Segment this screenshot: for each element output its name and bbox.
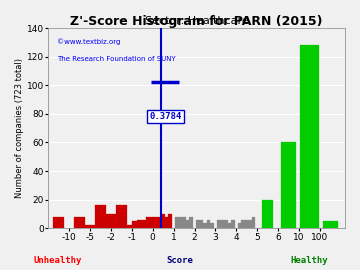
Bar — [300, 45, 319, 228]
Bar — [168, 214, 172, 228]
Text: Sector: Healthcare: Sector: Healthcare — [145, 16, 248, 26]
Text: Healthy: Healthy — [291, 256, 328, 265]
Bar — [182, 217, 186, 228]
Bar — [281, 143, 296, 228]
Bar — [53, 217, 64, 228]
Bar — [179, 217, 182, 228]
Y-axis label: Number of companies (723 total): Number of companies (723 total) — [15, 58, 24, 198]
Bar — [238, 222, 242, 228]
Bar — [242, 220, 245, 228]
Text: Unhealthy: Unhealthy — [33, 256, 82, 265]
Title: Z'-Score Histogram for PARN (2015): Z'-Score Histogram for PARN (2015) — [70, 15, 323, 28]
Bar — [111, 214, 118, 228]
Bar — [207, 220, 210, 228]
Bar — [196, 220, 200, 228]
Bar — [146, 217, 153, 228]
Bar — [83, 225, 90, 228]
Text: The Research Foundation of SUNY: The Research Foundation of SUNY — [57, 56, 176, 62]
Bar — [228, 222, 231, 228]
Text: ©www.textbiz.org: ©www.textbiz.org — [57, 38, 121, 45]
Bar — [323, 221, 338, 228]
Bar — [137, 220, 148, 228]
Bar — [158, 220, 161, 228]
Bar — [132, 221, 139, 228]
Bar — [125, 225, 132, 228]
Bar — [262, 200, 273, 228]
Bar — [175, 217, 179, 228]
Text: Score: Score — [167, 256, 193, 265]
Bar — [95, 205, 106, 228]
Bar — [224, 220, 228, 228]
Text: 0.3784: 0.3784 — [149, 112, 181, 121]
Bar — [200, 220, 203, 228]
Bar — [221, 220, 224, 228]
Bar — [231, 220, 234, 228]
Bar — [165, 217, 168, 228]
Bar — [245, 220, 248, 228]
Bar — [252, 217, 256, 228]
Bar — [186, 220, 189, 228]
Bar — [248, 220, 252, 228]
Bar — [153, 217, 160, 228]
Bar — [104, 214, 111, 228]
Bar — [116, 205, 127, 228]
Bar — [217, 220, 221, 228]
Bar — [161, 214, 165, 228]
Bar — [210, 222, 213, 228]
Bar — [189, 217, 193, 228]
Bar — [203, 222, 207, 228]
Bar — [90, 225, 97, 228]
Bar — [74, 217, 85, 228]
